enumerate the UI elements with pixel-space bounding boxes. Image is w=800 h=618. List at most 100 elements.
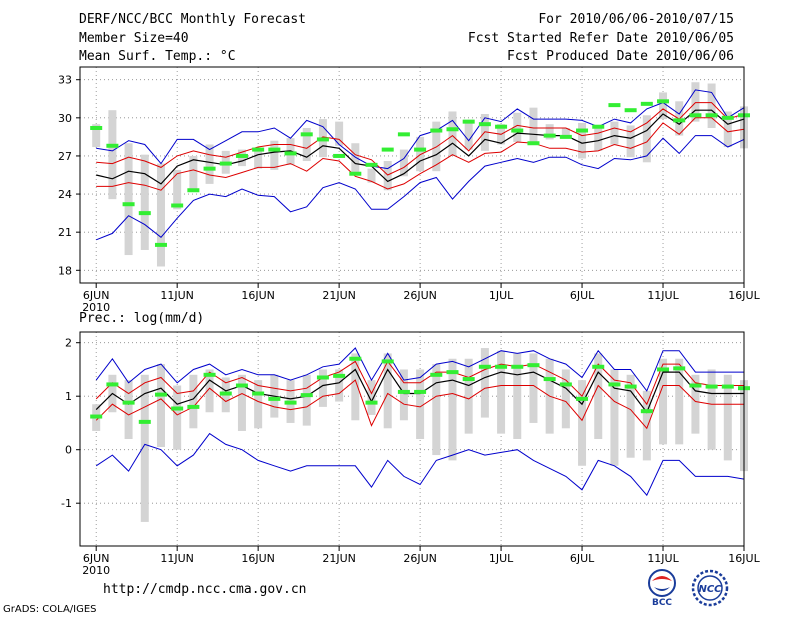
x-tick-label: 11JUN xyxy=(160,552,194,565)
obs-marker xyxy=(478,122,491,127)
spread-box xyxy=(578,122,587,159)
spread-box xyxy=(594,353,603,439)
fcst-produced-date: Fcst Produced Date 2010/06/06 xyxy=(507,49,734,64)
spread-box xyxy=(561,369,570,429)
obs-marker xyxy=(171,203,184,208)
y-tick-label: 2 xyxy=(65,337,72,350)
x-tick-label: 6JUN xyxy=(83,552,110,565)
spread-box xyxy=(189,374,198,429)
source-url[interactable]: http://cmdp.ncc.cma.gov.cn xyxy=(103,582,307,597)
obs-marker xyxy=(446,127,459,132)
obs-marker xyxy=(673,366,686,371)
x-tick-label: 21JUN xyxy=(322,289,356,302)
y-tick-label: 30 xyxy=(58,112,72,125)
obs-marker xyxy=(640,409,653,414)
forecast-period: For 2010/06/06-2010/07/15 xyxy=(538,12,734,27)
spread-box xyxy=(642,115,651,163)
obs-marker xyxy=(462,377,475,382)
spread-box xyxy=(351,353,360,421)
chart-title: DERF/NCC/BCC Monthly Forecast xyxy=(79,12,306,27)
outer-low-line xyxy=(96,135,745,241)
obs-marker xyxy=(527,363,540,368)
obs-marker xyxy=(138,211,151,216)
obs-marker xyxy=(576,396,589,401)
obs-marker xyxy=(284,400,297,405)
spread-box xyxy=(140,374,149,522)
obs-marker xyxy=(721,384,734,389)
x-tick-label: 16JUL xyxy=(728,552,760,565)
obs-marker xyxy=(462,119,475,124)
x-tick-label: 6JUL xyxy=(570,552,595,565)
outer-high-line xyxy=(95,347,744,392)
obs-marker xyxy=(446,370,459,375)
spread-box xyxy=(416,369,425,439)
obs-marker xyxy=(640,101,653,106)
obs-marker xyxy=(689,113,702,118)
grid-lines xyxy=(80,67,745,283)
y-tick-label: 24 xyxy=(58,188,72,201)
inner-low-line xyxy=(95,379,744,430)
obs-marker xyxy=(527,141,540,146)
spread-box xyxy=(156,163,165,267)
x-tick-label: 11JUL xyxy=(647,552,679,565)
obs-marker xyxy=(381,359,394,364)
obs-marker xyxy=(365,400,378,405)
y-tick-label: 21 xyxy=(58,226,72,239)
obs-marker xyxy=(721,115,734,120)
obs-marker xyxy=(543,133,556,138)
x-tick-label: 6JUL xyxy=(570,289,595,302)
obs-marker xyxy=(511,128,524,133)
obs-marker xyxy=(268,147,281,152)
spread-box xyxy=(335,369,344,402)
obs-marker xyxy=(705,113,718,118)
obs-marker xyxy=(430,128,443,133)
spread-box xyxy=(626,125,635,158)
y-tick-label: 1 xyxy=(65,390,72,403)
spread-box xyxy=(610,369,619,466)
grads-credit: GrADS: COLA/IGES xyxy=(3,604,97,615)
spread-box xyxy=(561,127,570,139)
spread-box xyxy=(140,154,149,250)
spread-box xyxy=(626,374,635,458)
year-label: 2010 xyxy=(82,564,110,577)
obs-marker xyxy=(624,108,637,113)
y-tick-label: -1 xyxy=(61,497,72,510)
ncc-logo-text: NCC xyxy=(698,584,722,595)
spread-box xyxy=(237,374,246,431)
y-tick-label: 0 xyxy=(65,444,72,457)
obs-marker xyxy=(219,391,232,396)
spread-box xyxy=(513,112,522,142)
spread-box xyxy=(383,161,392,191)
obs-marker xyxy=(187,188,200,193)
obs-marker xyxy=(608,382,621,387)
obs-marker xyxy=(673,118,686,123)
spread-box xyxy=(254,380,263,429)
obs-marker xyxy=(252,147,265,152)
obs-marker xyxy=(316,375,329,380)
obs-marker xyxy=(365,162,378,167)
x-tick-label: 16JUL xyxy=(728,289,760,302)
spread-box xyxy=(173,169,182,210)
plot-frame xyxy=(79,331,745,547)
obs-marker xyxy=(414,389,427,394)
ncc-logo-icon: NCC xyxy=(691,569,729,607)
obs-marker xyxy=(187,404,200,409)
spread-box xyxy=(464,358,473,434)
obs-marker xyxy=(235,383,248,388)
obs-marker xyxy=(171,406,184,411)
spread-box xyxy=(399,149,408,177)
y-tick-label: 27 xyxy=(58,150,72,163)
spread-box xyxy=(659,92,668,120)
spread-box xyxy=(545,124,554,140)
obs-marker xyxy=(478,364,491,369)
obs-marker xyxy=(300,132,313,137)
inner-high-line xyxy=(95,360,744,406)
spread-box xyxy=(367,168,376,183)
spread-box xyxy=(173,385,182,450)
plot-frame xyxy=(79,66,745,284)
spread-box xyxy=(513,353,522,439)
obs-marker xyxy=(381,147,394,152)
obs-marker xyxy=(559,134,572,139)
